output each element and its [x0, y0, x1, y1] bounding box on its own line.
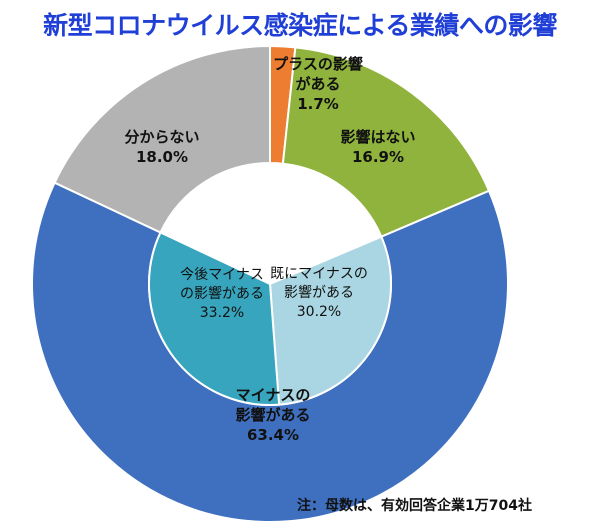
outer-label-1: 影響はない 16.9%: [340, 128, 415, 166]
inner-label-0: 既にマイナスの影響がある 30.2%: [270, 266, 368, 320]
inner-label-1: 今後マイナスの影響がある 33.2%: [180, 267, 264, 321]
inner-ring: [148, 163, 392, 406]
outer-label-0: プラスの影響がある 1.7%: [273, 55, 363, 113]
inner-slice-0: [268, 235, 392, 406]
donut-hole: [160, 163, 382, 284]
footnote: 注：母数は、有効回答企業1万704社: [297, 498, 532, 514]
outer-label-2: マイナスの影響がある 63.4%: [235, 386, 310, 444]
inner-slice-1: [148, 231, 281, 406]
chart-title: 新型コロナウイルス感染症による業績への影響: [43, 11, 557, 40]
outer-label-3: 分からない 18.0%: [124, 128, 199, 166]
data-labels: プラスの影響がある 1.7% 影響はない 16.9% マイナスの影響がある 63.4% 分か…: [124, 55, 415, 444]
